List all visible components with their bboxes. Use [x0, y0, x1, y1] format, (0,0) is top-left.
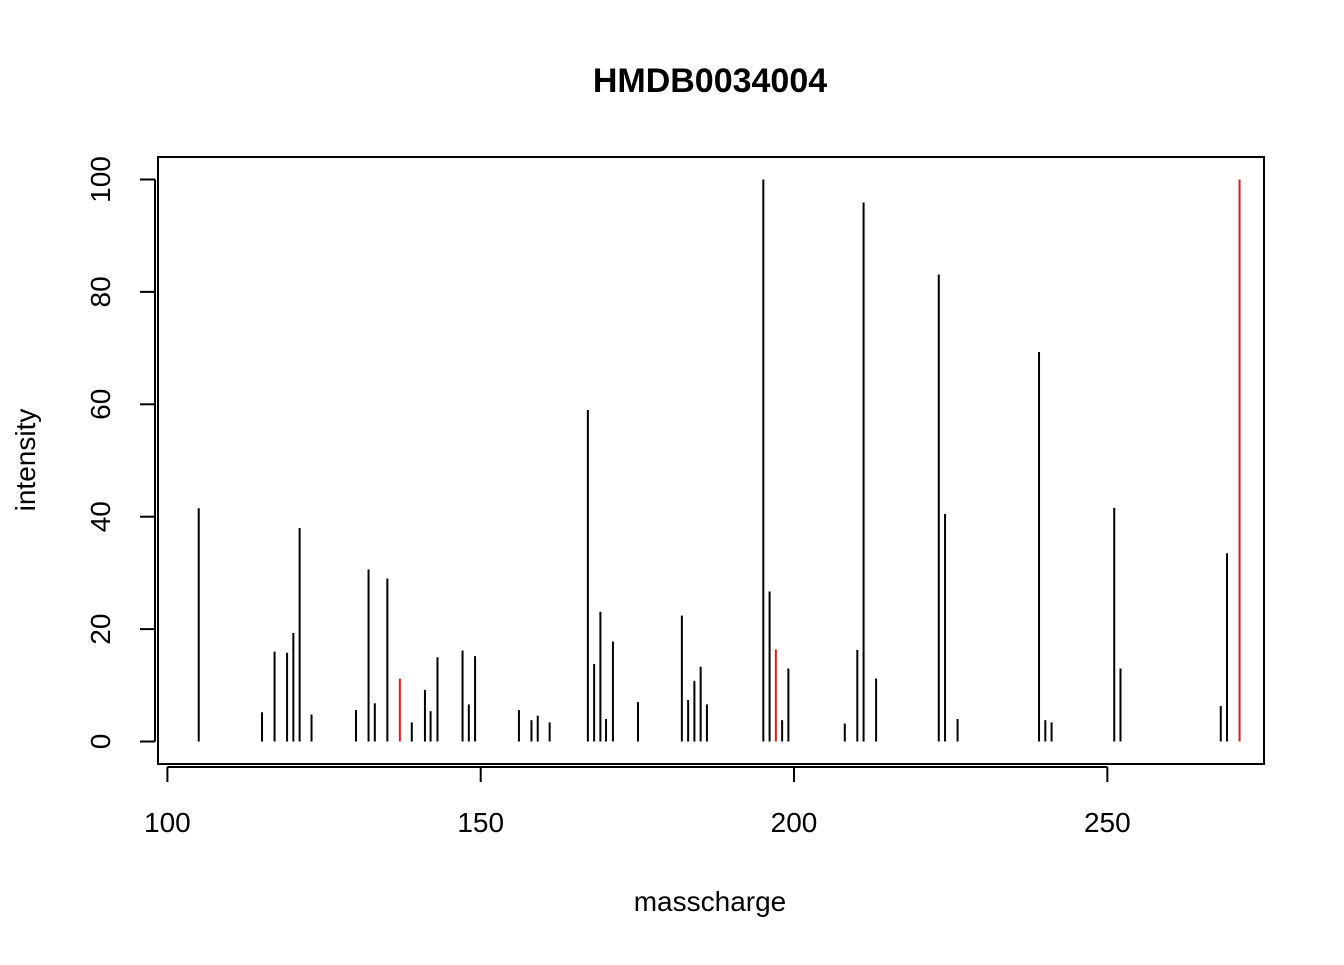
y-tick-label: 100	[85, 156, 116, 203]
x-tick-label: 100	[144, 807, 191, 838]
x-tick-label: 250	[1084, 807, 1131, 838]
plot-frame	[157, 156, 1265, 765]
y-tick-label: 40	[85, 501, 116, 532]
y-tick-label: 0	[85, 734, 116, 750]
x-axis: 100 150 200 250	[144, 766, 1131, 838]
x-tick-label: 150	[457, 807, 504, 838]
y-axis-label: intensity	[10, 409, 41, 512]
chart-title: HMDB0034004	[593, 62, 827, 100]
x-tick-label: 200	[771, 807, 818, 838]
y-tick-label: 80	[85, 276, 116, 307]
peaks-layer	[197, 179, 1241, 742]
y-axis: 0 20 40 60 80 100	[85, 156, 156, 750]
y-tick-label: 20	[85, 614, 116, 645]
y-tick-label: 60	[85, 389, 116, 420]
x-axis-label: masscharge	[634, 886, 787, 917]
